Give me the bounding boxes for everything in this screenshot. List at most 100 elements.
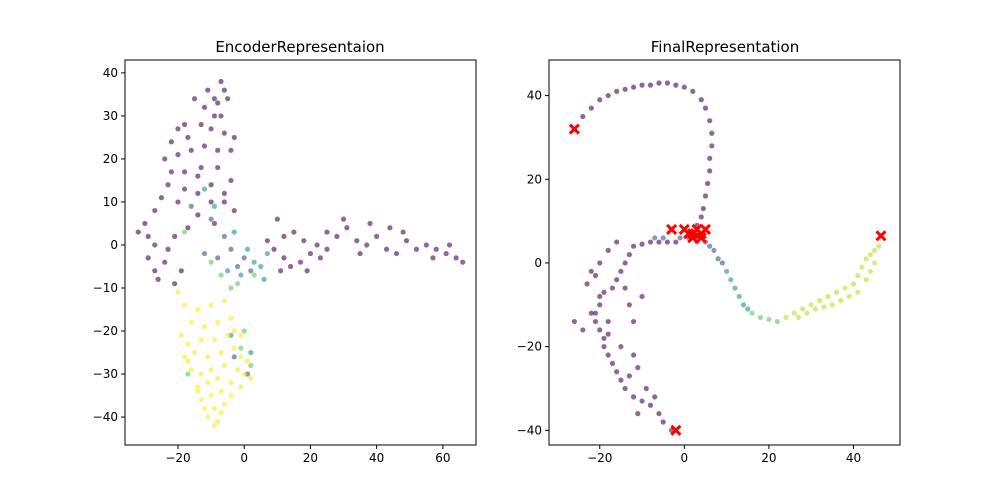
scatter-point [690,88,696,94]
scatter-point [855,272,861,279]
scatter-point [231,207,237,214]
scatter-point [453,255,459,261]
scatter-point [215,164,221,171]
scatter-point [215,147,221,153]
scatter-point [635,411,641,417]
scatter-point [702,193,709,199]
scatter-point [208,216,214,222]
scatter-point [231,134,237,141]
scatter-point [188,147,194,153]
scatter-point [238,332,244,338]
scatter-point [195,306,201,313]
scatter-point [817,298,823,304]
scatter-point [241,328,247,334]
scatter-point [182,354,188,360]
y-tick-label: −10 [93,281,118,295]
scatter-point [211,423,218,429]
scatter-point [205,87,211,93]
right-scatter-points [568,80,887,436]
scatter-point [707,168,713,174]
scatter-point [211,220,218,227]
scatter-point [195,190,201,196]
scatter-point [357,250,363,257]
right-x-ticks: −20 0 20 40 [587,445,861,465]
scatter-point [618,377,624,383]
scatter-point [592,318,599,325]
scatter-point [195,212,201,218]
scatter-point [215,319,221,326]
scatter-point [324,229,330,235]
scatter-point [800,306,806,312]
scatter-point [211,337,218,343]
scatter-point [201,104,208,110]
y-tick-label: 0 [534,256,542,270]
scatter-point [829,302,835,308]
scatter-point [251,259,257,265]
scatter-point [182,302,188,308]
anchor-point-marker [687,232,699,244]
scatter-point [719,260,725,266]
x-tick-label: 20 [761,451,776,465]
scatter-point [221,233,227,239]
scatter-point [191,349,198,356]
scatter-point [215,418,221,424]
scatter-point [258,263,264,270]
scatter-point [142,220,148,227]
scatter-point [218,410,224,416]
scatter-point [198,121,204,128]
y-tick-label: 30 [103,109,118,123]
scatter-point [618,268,624,274]
scatter-point [647,82,654,88]
scatter-point [757,314,764,320]
scatter-point [838,298,844,304]
scatter-point [274,216,280,222]
scatter-point [228,177,234,184]
left-chart-title: EncoderRepresentaion [215,38,384,56]
scatter-point [205,414,211,420]
left-x-ticks: −20 0 20 40 60 [165,445,451,465]
scatter-point [175,289,181,295]
y-tick-label: 40 [103,66,118,80]
scatter-point [185,225,191,231]
scatter-point [301,238,307,244]
scatter-point [588,105,594,111]
scatter-point [221,362,227,369]
scatter-point [211,113,218,119]
scatter-point [588,268,594,274]
scatter-point [175,152,181,158]
scatter-point [626,302,632,308]
scatter-point [211,96,218,102]
scatter-point [198,397,204,403]
scatter-point [172,281,178,287]
x-tick-label: 60 [435,451,450,465]
scatter-point [626,251,632,258]
scatter-point [208,182,214,188]
scatter-point [795,314,802,320]
scatter-point [430,255,436,261]
scatter-point [859,264,865,270]
scatter-point [208,126,214,132]
scatter-point [234,281,241,287]
scatter-point [297,259,304,265]
scatter-point [211,405,218,412]
scatter-point [307,250,314,257]
scatter-point [630,352,637,358]
scatter-point [178,332,184,338]
scatter-point [609,285,616,291]
scatter-point [707,243,713,249]
x-tick-label: 0 [681,451,689,465]
anchor-point-marker [568,123,580,135]
scatter-point [652,394,658,400]
scatter-point [630,318,637,325]
scatter-point [168,169,174,175]
scatter-point [825,293,831,300]
scatter-point [215,100,221,106]
scatter-point [656,411,662,417]
scatter-point [660,235,666,241]
right-scatter-panel: FinalRepresentation −20 0 20 40 40 20 0 −20 −40 [517,38,901,465]
scatter-point [234,263,241,270]
scatter-point [340,216,347,222]
y-tick-label: 20 [527,172,542,186]
scatter-point [304,268,310,274]
scatter-point [766,316,772,323]
